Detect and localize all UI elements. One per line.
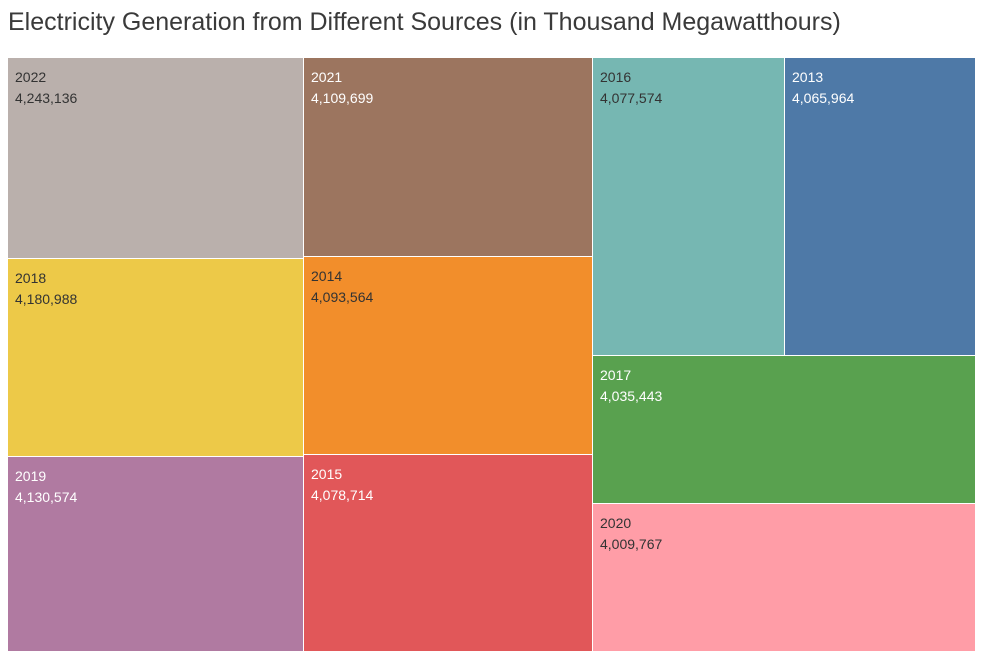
tile-year: 2019 bbox=[15, 468, 47, 484]
treemap-tile-2022[interactable]: 2022 4,243,136 bbox=[8, 58, 303, 258]
tile-value: 4,180,988 bbox=[15, 291, 78, 307]
treemap-tile-2020[interactable]: 2020 4,009,767 bbox=[593, 504, 975, 651]
tile-label: 2019 4,130,574 bbox=[15, 466, 77, 508]
treemap-tile-2019[interactable]: 2019 4,130,574 bbox=[8, 457, 303, 651]
treemap-tile-2014[interactable]: 2014 4,093,564 bbox=[304, 257, 592, 454]
tile-label: 2015 4,078,714 bbox=[311, 464, 373, 506]
tile-year: 2018 bbox=[15, 270, 47, 286]
tile-label: 2022 4,243,136 bbox=[15, 67, 77, 109]
tile-label: 2020 4,009,767 bbox=[600, 513, 662, 555]
tile-value: 4,093,564 bbox=[311, 289, 374, 305]
tile-year: 2020 bbox=[600, 515, 632, 531]
treemap-tile-2018[interactable]: 2018 4,180,988 bbox=[8, 259, 303, 456]
tile-label: 2018 4,180,988 bbox=[15, 268, 77, 310]
tile-label: 2017 4,035,443 bbox=[600, 365, 662, 407]
treemap-tile-2021[interactable]: 2021 4,109,699 bbox=[304, 58, 592, 256]
treemap-tile-2017[interactable]: 2017 4,035,443 bbox=[593, 356, 975, 503]
tile-year: 2013 bbox=[792, 69, 824, 85]
tile-year: 2017 bbox=[600, 367, 632, 383]
treemap-tile-2016[interactable]: 2016 4,077,574 bbox=[593, 58, 784, 355]
tile-year: 2022 bbox=[15, 69, 47, 85]
tile-year: 2015 bbox=[311, 466, 343, 482]
treemap-tile-2013[interactable]: 2013 4,065,964 bbox=[785, 58, 975, 355]
tile-year: 2016 bbox=[600, 69, 632, 85]
tile-label: 2016 4,077,574 bbox=[600, 67, 662, 109]
tile-value: 4,009,767 bbox=[600, 536, 663, 552]
chart-title: Electricity Generation from Different So… bbox=[8, 8, 841, 36]
tile-label: 2021 4,109,699 bbox=[311, 67, 373, 109]
tile-year: 2014 bbox=[311, 268, 343, 284]
tile-year: 2021 bbox=[311, 69, 343, 85]
tile-value: 4,130,574 bbox=[15, 489, 78, 505]
tile-value: 4,078,714 bbox=[311, 487, 374, 503]
tile-value: 4,243,136 bbox=[15, 90, 78, 106]
tile-value: 4,077,574 bbox=[600, 90, 663, 106]
tile-label: 2014 4,093,564 bbox=[311, 266, 373, 308]
treemap-tile-2015[interactable]: 2015 4,078,714 bbox=[304, 455, 592, 651]
tile-label: 2013 4,065,964 bbox=[792, 67, 854, 109]
tile-value: 4,065,964 bbox=[792, 90, 855, 106]
tile-value: 4,109,699 bbox=[311, 90, 374, 106]
tile-value: 4,035,443 bbox=[600, 388, 663, 404]
